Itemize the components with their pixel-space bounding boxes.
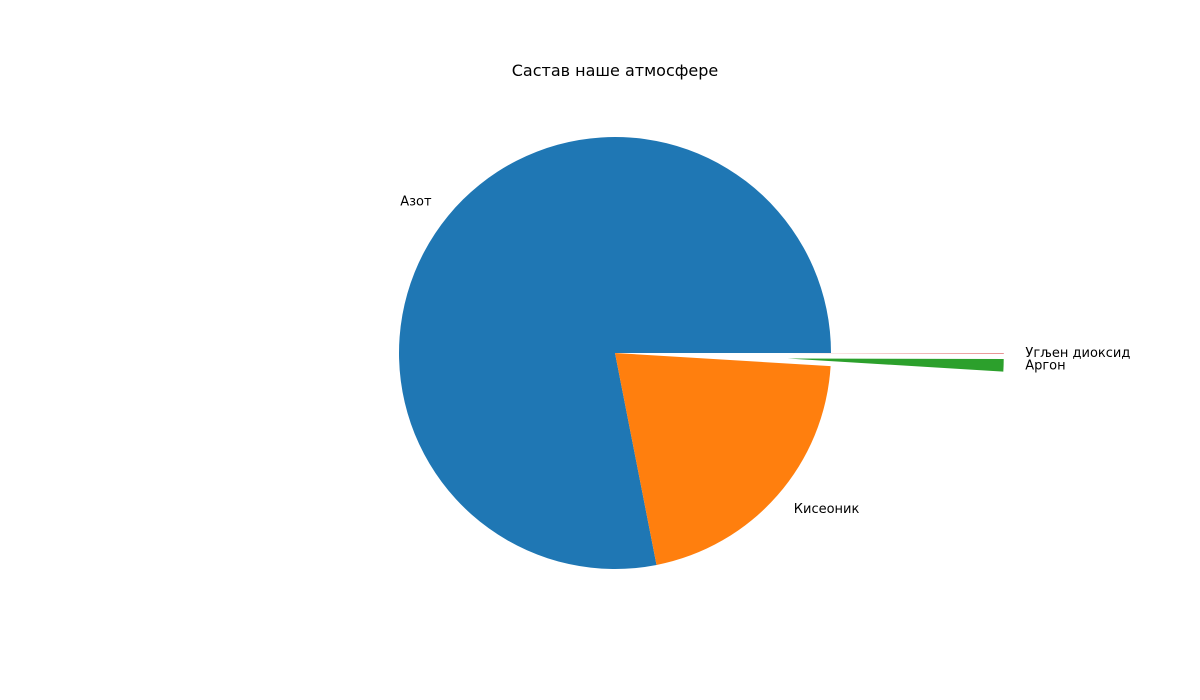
chart-title: Састав наше атмосфере [512,61,719,80]
pie-label-азот: Азот [400,195,432,210]
pie-slice-кисеоник [615,353,831,565]
pie-label-аргон: Аргон [1025,359,1065,374]
pie-slices [399,136,1004,570]
pie-slice-угљен-диоксид [787,353,1004,354]
pie-label-угљен-диоксид: Угљен диоксид [1025,346,1130,361]
pie-label-кисеоник: Кисеоник [794,502,860,517]
pie-slice-аргон [787,358,1004,372]
